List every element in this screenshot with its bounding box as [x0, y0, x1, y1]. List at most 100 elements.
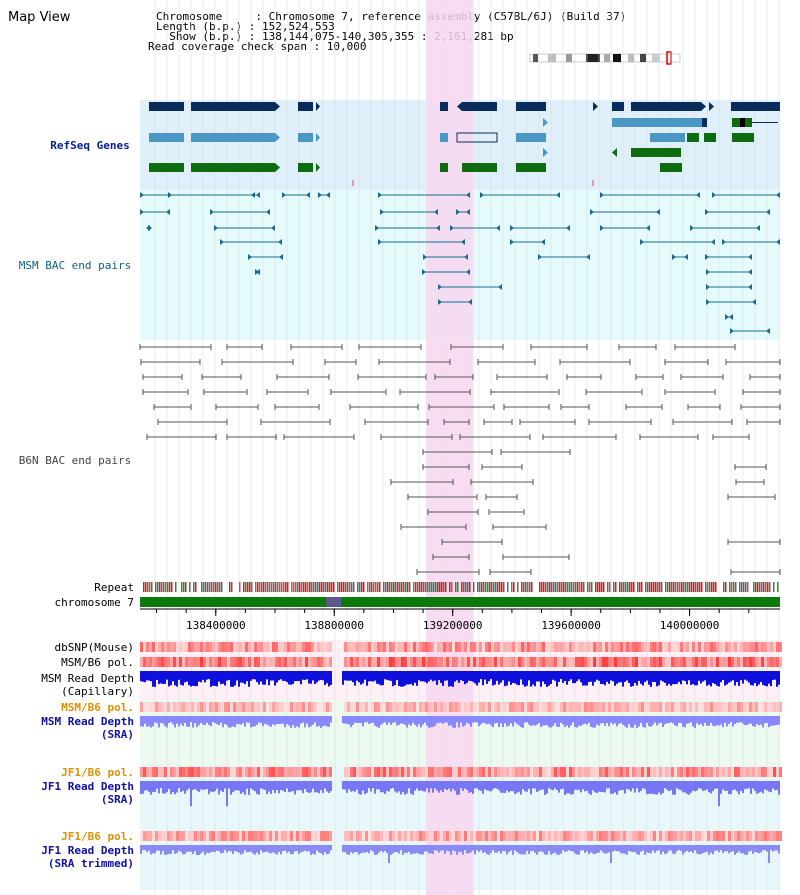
msm-bac-end-pairs[interactable]: [140, 192, 780, 334]
msm-bac-pair[interactable]: [510, 225, 570, 231]
b6n-bac-pair[interactable]: [734, 464, 767, 470]
msm-bac-pair[interactable]: [510, 239, 545, 245]
b6n-bac-pair[interactable]: [407, 494, 478, 500]
msm-bac-pair[interactable]: [255, 269, 260, 275]
b6n-bac-pair[interactable]: [201, 374, 242, 380]
b6n-bac-pair[interactable]: [427, 509, 479, 515]
msm-bac-pair[interactable]: [248, 254, 283, 260]
b6n-bac-pair[interactable]: [502, 554, 570, 560]
b6n-bac-pair[interactable]: [266, 389, 309, 395]
b6n-bac-pair[interactable]: [378, 359, 451, 365]
b6n-bac-pair[interactable]: [390, 479, 454, 485]
b6n-bac-pair[interactable]: [664, 389, 716, 395]
b6n-bac-pair[interactable]: [485, 494, 518, 500]
b6n-bac-pair[interactable]: [443, 419, 470, 425]
msm-bac-pair[interactable]: [480, 192, 560, 198]
b6n-bac-pair[interactable]: [483, 419, 513, 425]
b6n-bac-pair[interactable]: [672, 419, 733, 425]
b6n-bac-pair[interactable]: [481, 464, 523, 470]
b6n-bac-pair[interactable]: [625, 404, 663, 410]
b6n-bac-pair[interactable]: [215, 404, 259, 410]
b6n-bac-end-pairs[interactable]: [139, 344, 781, 575]
b6n-bac-pair[interactable]: [283, 434, 355, 440]
msm-bac-pair[interactable]: [590, 209, 660, 215]
b6n-bac-pair[interactable]: [422, 464, 470, 470]
b6n-bac-pair[interactable]: [559, 359, 631, 365]
highlight-region[interactable]: [426, 0, 474, 895]
b6n-bac-pair[interactable]: [588, 419, 652, 425]
b6n-bac-pair[interactable]: [226, 434, 277, 440]
msm-bac-pair[interactable]: [705, 254, 752, 260]
b6n-bac-pair[interactable]: [358, 344, 422, 350]
msm-bac-pair[interactable]: [706, 269, 752, 275]
b6n-bac-pair[interactable]: [530, 344, 588, 350]
msm-bac-pair[interactable]: [600, 192, 700, 198]
b6n-bac-pair[interactable]: [416, 569, 480, 575]
b6n-bac-pair[interactable]: [746, 419, 781, 425]
b6n-bac-pair[interactable]: [260, 419, 331, 425]
b6n-bac-pair[interactable]: [142, 389, 189, 395]
msm-bac-pair[interactable]: [722, 239, 780, 245]
b6n-bac-pair[interactable]: [503, 404, 550, 410]
b6n-bac-pair[interactable]: [434, 374, 474, 380]
b6n-bac-pair[interactable]: [364, 419, 429, 425]
msm-bac-pair[interactable]: [706, 299, 756, 305]
msm-bac-pair[interactable]: [282, 192, 310, 198]
b6n-bac-pair[interactable]: [566, 374, 602, 380]
b6n-bac-pair[interactable]: [742, 389, 781, 395]
b6n-bac-pair[interactable]: [276, 374, 330, 380]
repeat-track[interactable]: [143, 582, 779, 592]
msm-bac-pair[interactable]: [210, 209, 270, 215]
b6n-bac-pair[interactable]: [560, 404, 590, 410]
msm-bac-pair[interactable]: [706, 284, 752, 290]
msm-bac-pair[interactable]: [538, 254, 590, 260]
b6n-bac-pair[interactable]: [450, 344, 504, 350]
b6n-bac-pair[interactable]: [349, 404, 419, 410]
b6n-bac-pair[interactable]: [432, 554, 470, 560]
msm-bac-pair[interactable]: [438, 284, 502, 290]
msm-bac-pair[interactable]: [690, 225, 760, 231]
msm-bac-pair[interactable]: [712, 192, 780, 198]
msm-bac-pair[interactable]: [146, 225, 152, 231]
b6n-bac-pair[interactable]: [274, 404, 320, 410]
chromosome-ideogram[interactable]: [529, 51, 681, 65]
b6n-bac-pair[interactable]: [324, 359, 357, 365]
msm-bac-pair[interactable]: [378, 239, 465, 245]
b6n-bac-pair[interactable]: [639, 434, 699, 440]
b6n-bac-pair[interactable]: [490, 389, 560, 395]
b6n-bac-pair[interactable]: [635, 374, 664, 380]
b6n-bac-pair[interactable]: [477, 359, 536, 365]
msm-bac-pair[interactable]: [640, 239, 715, 245]
b6n-bac-pair[interactable]: [712, 434, 750, 440]
b6n-bac-pair[interactable]: [157, 419, 228, 425]
b6n-bac-pair[interactable]: [749, 374, 781, 380]
b6n-bac-pair[interactable]: [221, 359, 294, 365]
b6n-bac-pair[interactable]: [727, 539, 781, 545]
b6n-bac-pair[interactable]: [492, 524, 547, 530]
b6n-bac-pair[interactable]: [680, 374, 724, 380]
b6n-bac-pair[interactable]: [740, 404, 781, 410]
b6n-bac-pair[interactable]: [725, 359, 781, 365]
msm-bac-pair[interactable]: [730, 328, 770, 334]
b6n-bac-pair[interactable]: [489, 569, 532, 575]
b6n-bac-pair[interactable]: [470, 479, 534, 485]
b6n-bac-pair[interactable]: [399, 389, 471, 395]
b6n-bac-pair[interactable]: [674, 344, 736, 350]
b6n-bac-pair[interactable]: [330, 389, 387, 395]
msm-bac-pair[interactable]: [140, 209, 170, 215]
b6n-bac-pair[interactable]: [735, 479, 765, 485]
b6n-bac-pair[interactable]: [140, 359, 201, 365]
b6n-bac-pair[interactable]: [357, 374, 427, 380]
b6n-bac-pair[interactable]: [153, 404, 192, 410]
msm-bac-pair[interactable]: [725, 314, 733, 320]
b6n-bac-pair[interactable]: [422, 449, 493, 455]
msm-bac-pair[interactable]: [378, 192, 470, 198]
b6n-bac-pair[interactable]: [585, 389, 643, 395]
b6n-bac-pair[interactable]: [459, 434, 531, 440]
b6n-bac-pair[interactable]: [142, 374, 183, 380]
b6n-bac-pair[interactable]: [500, 449, 571, 455]
b6n-bac-pair[interactable]: [441, 539, 503, 545]
b6n-bac-pair[interactable]: [146, 434, 217, 440]
b6n-bac-pair[interactable]: [290, 344, 343, 350]
